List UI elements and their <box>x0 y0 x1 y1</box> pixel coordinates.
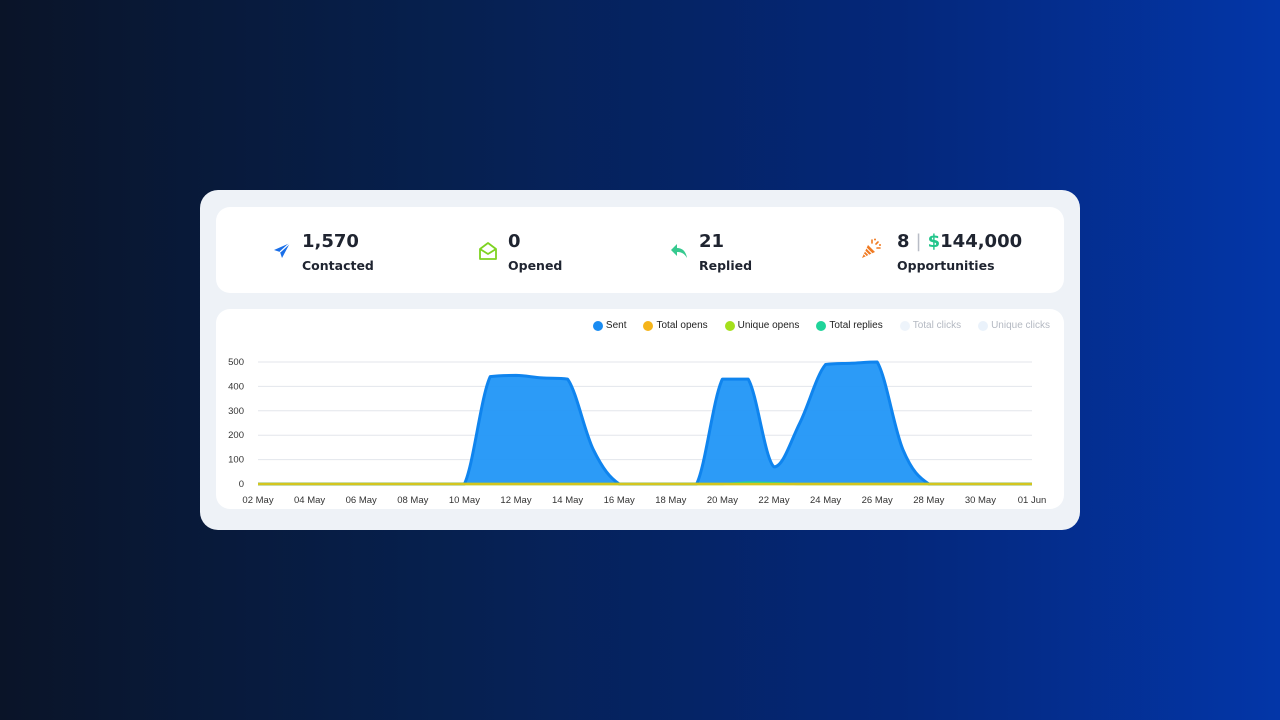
campaign-analytics-card: 1,570 Contacted 0 Opened 21 Replied <box>200 190 1080 530</box>
x-tick-label: 28 May <box>913 495 944 506</box>
x-tick-label: 12 May <box>500 495 531 506</box>
x-tick-label: 26 May <box>862 495 893 506</box>
activity-area-chart: 0 100 200 300 400 500 02 May 04 May 06 May 08 May… <box>228 357 1047 506</box>
opportunities-amount-number: 144,000 <box>940 231 1023 252</box>
replied-label: Replied <box>699 258 753 273</box>
legend-label: Unique opens <box>737 320 800 331</box>
legend-dot <box>899 320 910 331</box>
replied-value: 21 <box>699 231 725 252</box>
legend-item-total-replies[interactable]: Total replies <box>816 320 883 331</box>
legend-item-total-clicks[interactable]: Total clicks <box>899 320 962 331</box>
opened-label: Opened <box>508 258 563 273</box>
stats-bar: 1,570 Contacted 0 Opened 21 Replied <box>216 207 1064 293</box>
y-tick-label: 100 <box>228 455 244 466</box>
legend-dot <box>592 320 603 331</box>
x-tick-label: 06 May <box>346 495 377 506</box>
opportunities-value: 8 | $144,000 <box>897 231 1022 252</box>
y-tick-label: 400 <box>228 381 244 392</box>
legend-label: Total clicks <box>912 320 962 331</box>
paper-plane-icon <box>274 242 291 258</box>
y-tick-label: 500 <box>228 357 244 368</box>
legend-dot <box>816 320 827 331</box>
legend-item-unique-opens[interactable]: Unique opens <box>724 320 800 331</box>
legend-label: Sent <box>605 320 627 331</box>
x-tick-label: 24 May <box>810 495 841 506</box>
reply-icon <box>671 244 687 258</box>
opportunities-count: 8 <box>897 231 910 252</box>
x-tick-label: 30 May <box>965 495 996 506</box>
x-tick-label: 16 May <box>604 495 635 506</box>
chart-panel: Sent Total opens Unique opens Total replies… <box>216 309 1064 509</box>
legend-dot <box>978 320 989 331</box>
opportunities-label: Opportunities <box>897 258 995 273</box>
y-tick-label: 200 <box>228 430 244 441</box>
x-tick-label: 08 May <box>397 495 428 506</box>
x-tick-label: 02 May <box>242 495 273 506</box>
legend-item-total-opens[interactable]: Total opens <box>643 320 708 331</box>
contacted-label: Contacted <box>302 258 374 273</box>
legend-dot <box>643 320 654 331</box>
series-line-sent <box>258 360 1032 486</box>
y-tick-label: 300 <box>228 406 244 417</box>
envelope-open-icon <box>479 242 497 260</box>
dollar-sign: $ <box>927 231 941 252</box>
legend-label: Unique clicks <box>991 320 1050 331</box>
x-tick-label: 04 May <box>294 495 325 506</box>
x-tick-label: 18 May <box>655 495 686 506</box>
contacted-value: 1,570 <box>302 231 359 252</box>
x-tick-label: 01 Jun <box>1018 495 1047 506</box>
x-tick-label: 22 May <box>758 495 789 506</box>
legend-label: Total opens <box>656 320 708 331</box>
area-sent <box>258 362 1032 484</box>
legend-item-sent[interactable]: Sent <box>592 320 627 331</box>
legend-item-unique-clicks[interactable]: Unique clicks <box>978 320 1050 331</box>
opportunities-separator: | <box>915 231 922 252</box>
legend-label: Total replies <box>829 320 883 331</box>
x-tick-label: 20 May <box>707 495 738 506</box>
x-tick-label: 10 May <box>449 495 480 506</box>
x-tick-label: 14 May <box>552 495 583 506</box>
opportunities-amount: $144,000 <box>928 231 1023 252</box>
y-tick-label: 0 <box>239 479 244 490</box>
chart-legend: Sent Total opens Unique opens Total replies… <box>576 320 1050 331</box>
party-popper-icon <box>862 238 881 258</box>
legend-dot <box>724 320 735 331</box>
opened-value: 0 <box>508 231 521 252</box>
